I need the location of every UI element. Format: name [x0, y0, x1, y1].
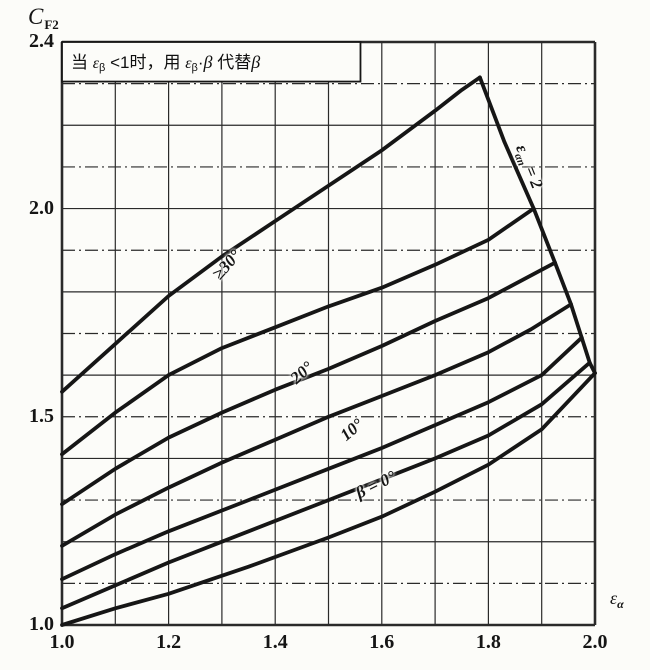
note-epsilon-2-sub: β	[191, 62, 198, 74]
x-tick-label: 1.2	[156, 631, 182, 653]
curve--n-2-boundary	[477, 75, 597, 376]
x-axis-title-sub: α	[617, 597, 624, 611]
note-word-2: <1时，用	[110, 53, 181, 72]
note-epsilon-1: ε	[92, 55, 100, 72]
note-beta-1: β	[203, 52, 213, 72]
note-text: 当 εβ <1时，用 εβ·β 代替β	[71, 47, 355, 79]
note-beta-2: β	[251, 52, 261, 72]
x-axis-title-base: ε	[610, 588, 618, 608]
curve--15-	[60, 302, 573, 548]
curve--0-	[60, 371, 597, 627]
x-tick-label: 1.0	[49, 631, 75, 653]
note-box	[61, 41, 362, 83]
y-tick-label: 2.0	[29, 196, 54, 219]
x-tick-label: 1.6	[369, 631, 395, 653]
y-tick-label: 1.0	[29, 613, 54, 635]
note-epsilon-2: ε	[185, 55, 192, 72]
note-word-3: 代替	[217, 53, 252, 72]
note-word-1: 当	[71, 53, 88, 72]
curve--20-	[60, 260, 557, 507]
y-axis-title-base: C	[28, 4, 45, 29]
y-tick-label: 2.4	[29, 30, 54, 52]
curve--5-	[60, 360, 592, 611]
note-dot: ·	[197, 53, 204, 72]
y-axis-title-sub: F2	[44, 17, 59, 32]
curve--10-	[60, 335, 584, 582]
x-tick-label: 1.4	[262, 631, 288, 653]
x-tick-label: 1.8	[475, 631, 501, 653]
curve--25-	[60, 206, 536, 457]
note-epsilon-1-sub: β	[99, 62, 106, 74]
x-tick-label: 2.0	[582, 631, 608, 653]
x-axis-title: εα	[610, 588, 624, 612]
y-tick-label: 1.5	[29, 404, 54, 427]
y-axis-title: CF2	[28, 4, 59, 33]
curve--30-	[60, 75, 482, 394]
